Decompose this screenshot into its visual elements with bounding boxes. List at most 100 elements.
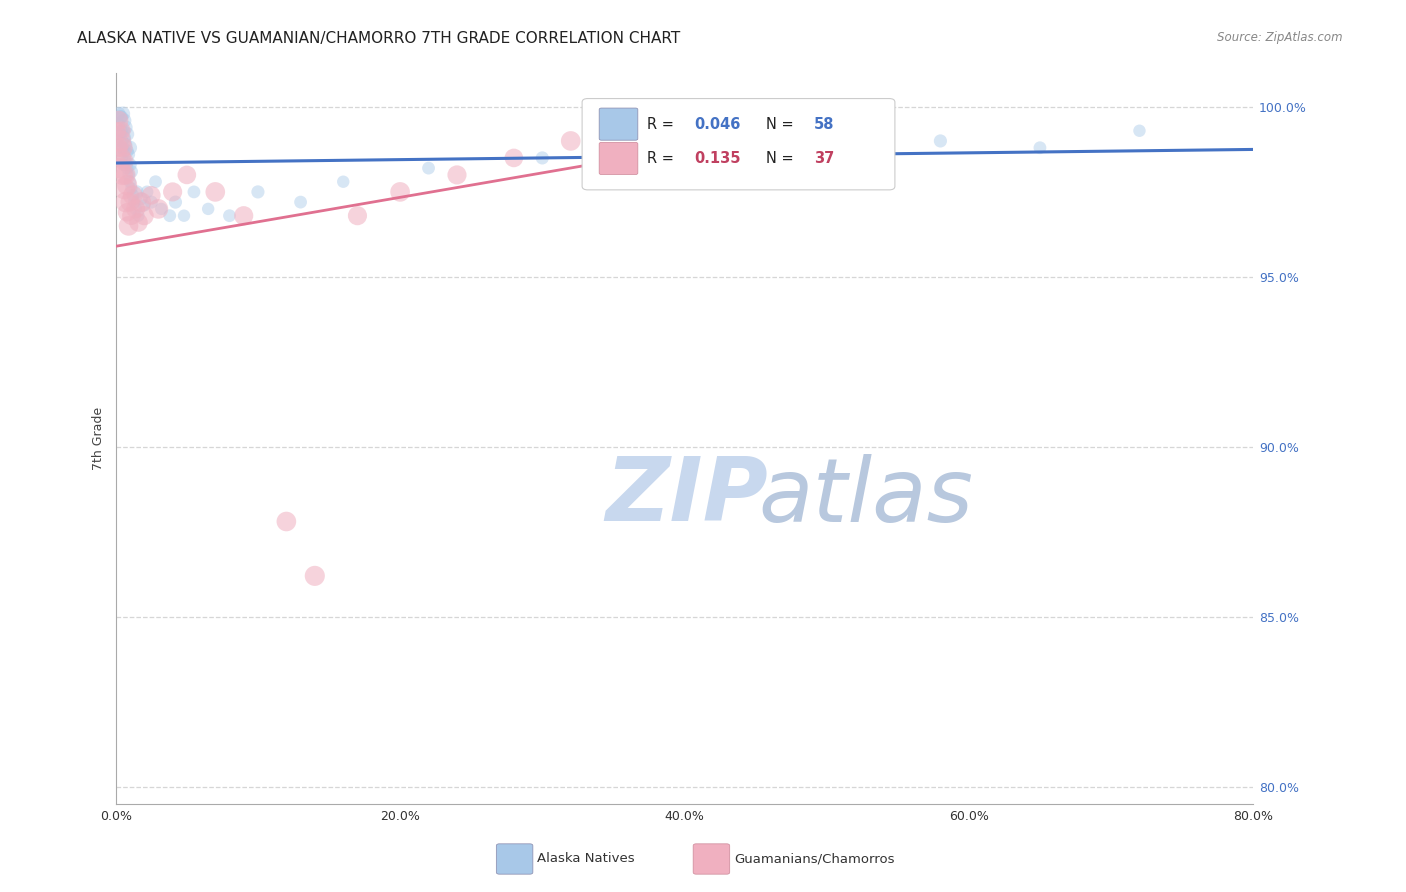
Text: N =: N = <box>766 117 799 132</box>
Point <box>844 127 866 141</box>
Point <box>122 195 145 210</box>
Point <box>117 219 139 233</box>
Point <box>124 202 146 216</box>
Point <box>759 134 782 148</box>
Point <box>173 209 195 223</box>
Point <box>121 188 143 202</box>
Text: Source: ZipAtlas.com: Source: ZipAtlas.com <box>1218 31 1343 45</box>
Point <box>111 168 134 182</box>
Point <box>115 205 138 219</box>
Point <box>124 202 146 216</box>
Point <box>118 141 141 155</box>
Point <box>112 181 135 195</box>
Text: 0.135: 0.135 <box>695 151 741 166</box>
Point <box>110 124 132 138</box>
Point <box>108 110 131 124</box>
Text: 58: 58 <box>814 117 835 132</box>
FancyBboxPatch shape <box>599 108 638 140</box>
Point <box>276 515 298 529</box>
Point <box>110 134 132 148</box>
Point <box>117 168 139 182</box>
Point <box>112 130 135 145</box>
Text: R =: R = <box>647 117 679 132</box>
Point <box>110 151 132 165</box>
Point <box>111 107 134 121</box>
Text: atlas: atlas <box>758 454 973 540</box>
Point <box>112 113 135 128</box>
Point <box>148 202 170 216</box>
Point <box>218 209 240 223</box>
Point <box>929 134 952 148</box>
Point <box>107 141 129 155</box>
Point <box>183 185 205 199</box>
Point <box>115 144 138 158</box>
Point <box>111 141 134 155</box>
Point <box>1128 124 1150 138</box>
Text: 37: 37 <box>814 151 834 166</box>
Point <box>134 209 156 223</box>
Point <box>118 195 141 210</box>
Point <box>114 168 136 182</box>
Point <box>111 124 134 138</box>
Point <box>107 113 129 128</box>
Text: R =: R = <box>647 151 679 166</box>
Point <box>418 161 440 175</box>
Point <box>176 168 198 182</box>
Point <box>162 185 184 199</box>
Point <box>145 175 167 189</box>
Point <box>502 151 524 165</box>
Point <box>304 569 326 583</box>
Point <box>115 161 138 175</box>
Point <box>111 141 134 155</box>
Point <box>125 185 148 199</box>
Point <box>120 164 142 178</box>
Text: Alaska Natives: Alaska Natives <box>537 853 634 865</box>
Point <box>131 192 153 206</box>
Point <box>112 154 135 169</box>
Point <box>332 175 354 189</box>
Point <box>115 127 138 141</box>
Point <box>165 195 187 210</box>
Point <box>110 151 132 165</box>
Point <box>114 154 136 169</box>
Point <box>446 168 468 182</box>
Text: 0.046: 0.046 <box>695 117 741 132</box>
Point <box>131 195 153 210</box>
Point <box>128 209 150 223</box>
Point <box>560 134 582 148</box>
Point <box>105 134 128 148</box>
Point <box>1029 141 1052 155</box>
Point <box>117 147 139 161</box>
Point <box>118 158 141 172</box>
Point <box>114 137 136 152</box>
Point <box>645 141 668 155</box>
Point <box>118 175 141 189</box>
Point <box>105 124 128 138</box>
Point <box>115 178 138 193</box>
Point <box>112 144 135 158</box>
Point <box>150 202 173 216</box>
Text: Guamanians/Chamorros: Guamanians/Chamorros <box>734 853 894 865</box>
Point <box>111 158 134 172</box>
Point <box>531 151 554 165</box>
Point <box>108 161 131 175</box>
Point <box>159 209 181 223</box>
Point <box>673 124 696 138</box>
Text: ZIP: ZIP <box>605 453 768 541</box>
Point <box>108 127 131 141</box>
Point <box>290 195 312 210</box>
Point <box>120 209 142 223</box>
Point <box>141 195 163 210</box>
Point <box>204 185 226 199</box>
Point <box>128 215 150 229</box>
Point <box>141 188 163 202</box>
Point <box>108 134 131 148</box>
Point <box>110 110 132 124</box>
Point <box>110 124 132 138</box>
Point <box>121 188 143 202</box>
Point <box>114 195 136 210</box>
Point <box>136 185 159 199</box>
Y-axis label: 7th Grade: 7th Grade <box>93 407 105 470</box>
Point <box>232 209 254 223</box>
Point <box>107 107 129 121</box>
